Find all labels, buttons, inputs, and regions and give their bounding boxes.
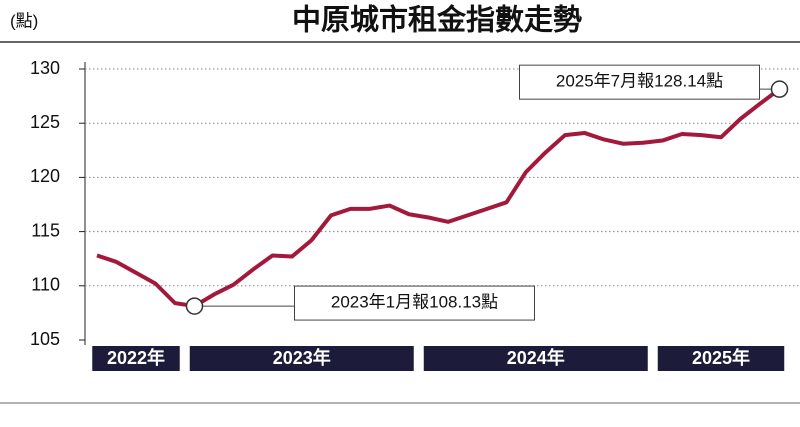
data-label: 2023年1月報108.13點 (331, 293, 498, 312)
x-tick-label: 2025年 (692, 347, 750, 368)
x-band (423, 346, 648, 371)
y-tick-label: 125 (30, 112, 60, 132)
chart-title: 中原城市租金指數走勢 (292, 3, 582, 37)
x-tick-label: 2022年 (107, 347, 165, 368)
x-band (657, 346, 785, 371)
callout-box (519, 64, 760, 100)
y-tick-label: 130 (30, 58, 60, 78)
callout-box (294, 285, 535, 321)
y-tick-label: 110 (31, 275, 60, 295)
data-label: 2025年7月報128.14點 (556, 72, 723, 91)
x-tick-label: 2023年 (273, 347, 331, 368)
x-tick-label: 2024年 (507, 347, 565, 368)
y-tick-label: 120 (30, 166, 60, 186)
highlight-point (770, 80, 789, 98)
y-tick-label: 105 (30, 329, 60, 349)
x-band (189, 346, 414, 371)
x-band (92, 346, 180, 371)
y-axis-label: (點) (10, 11, 38, 30)
highlight-point (185, 297, 204, 315)
line-series (96, 87, 781, 309)
y-tick-label: 115 (31, 220, 60, 240)
